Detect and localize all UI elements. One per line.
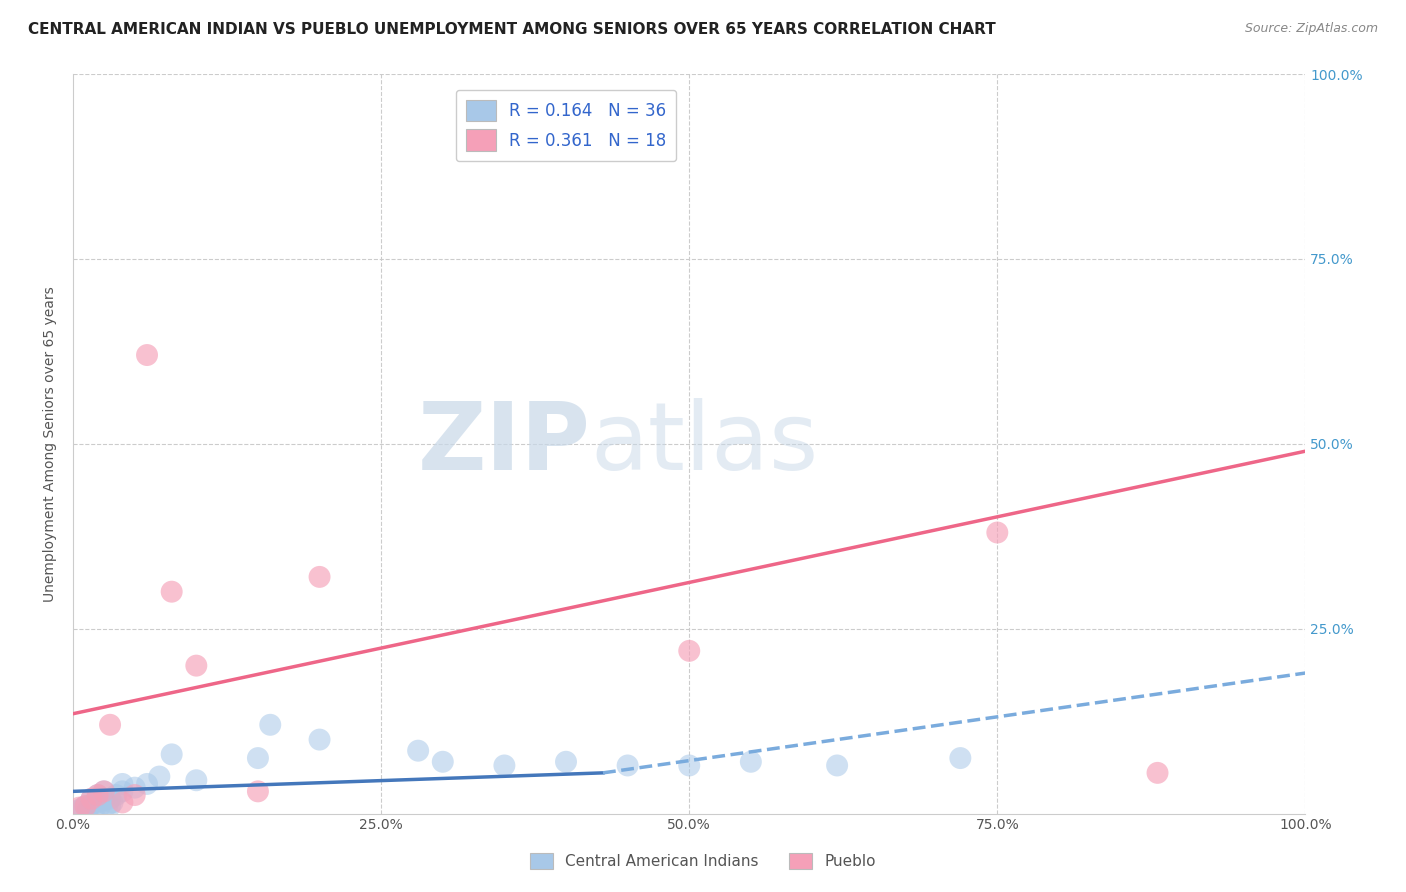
Point <box>148 770 170 784</box>
Point <box>77 803 100 817</box>
Point <box>186 773 208 788</box>
Text: Source: ZipAtlas.com: Source: ZipAtlas.com <box>1244 22 1378 36</box>
Point <box>98 718 121 732</box>
Point <box>80 791 103 805</box>
Point <box>87 788 110 802</box>
Point <box>93 784 115 798</box>
Text: CENTRAL AMERICAN INDIAN VS PUEBLO UNEMPLOYMENT AMONG SENIORS OVER 65 YEARS CORRE: CENTRAL AMERICAN INDIAN VS PUEBLO UNEMPL… <box>28 22 995 37</box>
Point <box>111 777 134 791</box>
Point <box>75 799 97 814</box>
Point <box>308 570 330 584</box>
Point <box>98 799 121 814</box>
Point <box>678 644 700 658</box>
Y-axis label: Unemployment Among Seniors over 65 years: Unemployment Among Seniors over 65 years <box>44 286 58 602</box>
Point <box>101 796 124 810</box>
Point <box>740 755 762 769</box>
Point <box>432 755 454 769</box>
Point <box>93 793 115 807</box>
Point <box>136 348 159 362</box>
Point <box>111 796 134 810</box>
Point <box>98 791 121 805</box>
Point <box>105 788 128 802</box>
Point <box>246 784 269 798</box>
Text: atlas: atlas <box>591 398 818 490</box>
Point <box>80 797 103 812</box>
Point <box>111 784 134 798</box>
Point <box>89 799 111 814</box>
Point <box>986 525 1008 540</box>
Point <box>124 780 146 795</box>
Point <box>87 788 110 802</box>
Point <box>246 751 269 765</box>
Point <box>84 800 107 814</box>
Point <box>555 755 578 769</box>
Point <box>1146 765 1168 780</box>
Point <box>87 796 110 810</box>
Point <box>67 800 90 814</box>
Point <box>124 788 146 802</box>
Point <box>75 799 97 814</box>
Point <box>494 758 516 772</box>
Point <box>186 658 208 673</box>
Point <box>136 777 159 791</box>
Legend: R = 0.164   N = 36, R = 0.361   N = 18: R = 0.164 N = 36, R = 0.361 N = 18 <box>456 90 676 161</box>
Point <box>949 751 972 765</box>
Point <box>616 758 638 772</box>
Point <box>80 791 103 805</box>
Point <box>259 718 281 732</box>
Point <box>825 758 848 772</box>
Point <box>406 744 429 758</box>
Point <box>160 747 183 762</box>
Point <box>93 784 115 798</box>
Legend: Central American Indians, Pueblo: Central American Indians, Pueblo <box>524 847 882 875</box>
Point <box>67 803 90 817</box>
Point <box>308 732 330 747</box>
Point <box>160 584 183 599</box>
Point <box>72 800 94 814</box>
Point <box>678 758 700 772</box>
Text: ZIP: ZIP <box>418 398 591 490</box>
Point <box>97 797 120 812</box>
